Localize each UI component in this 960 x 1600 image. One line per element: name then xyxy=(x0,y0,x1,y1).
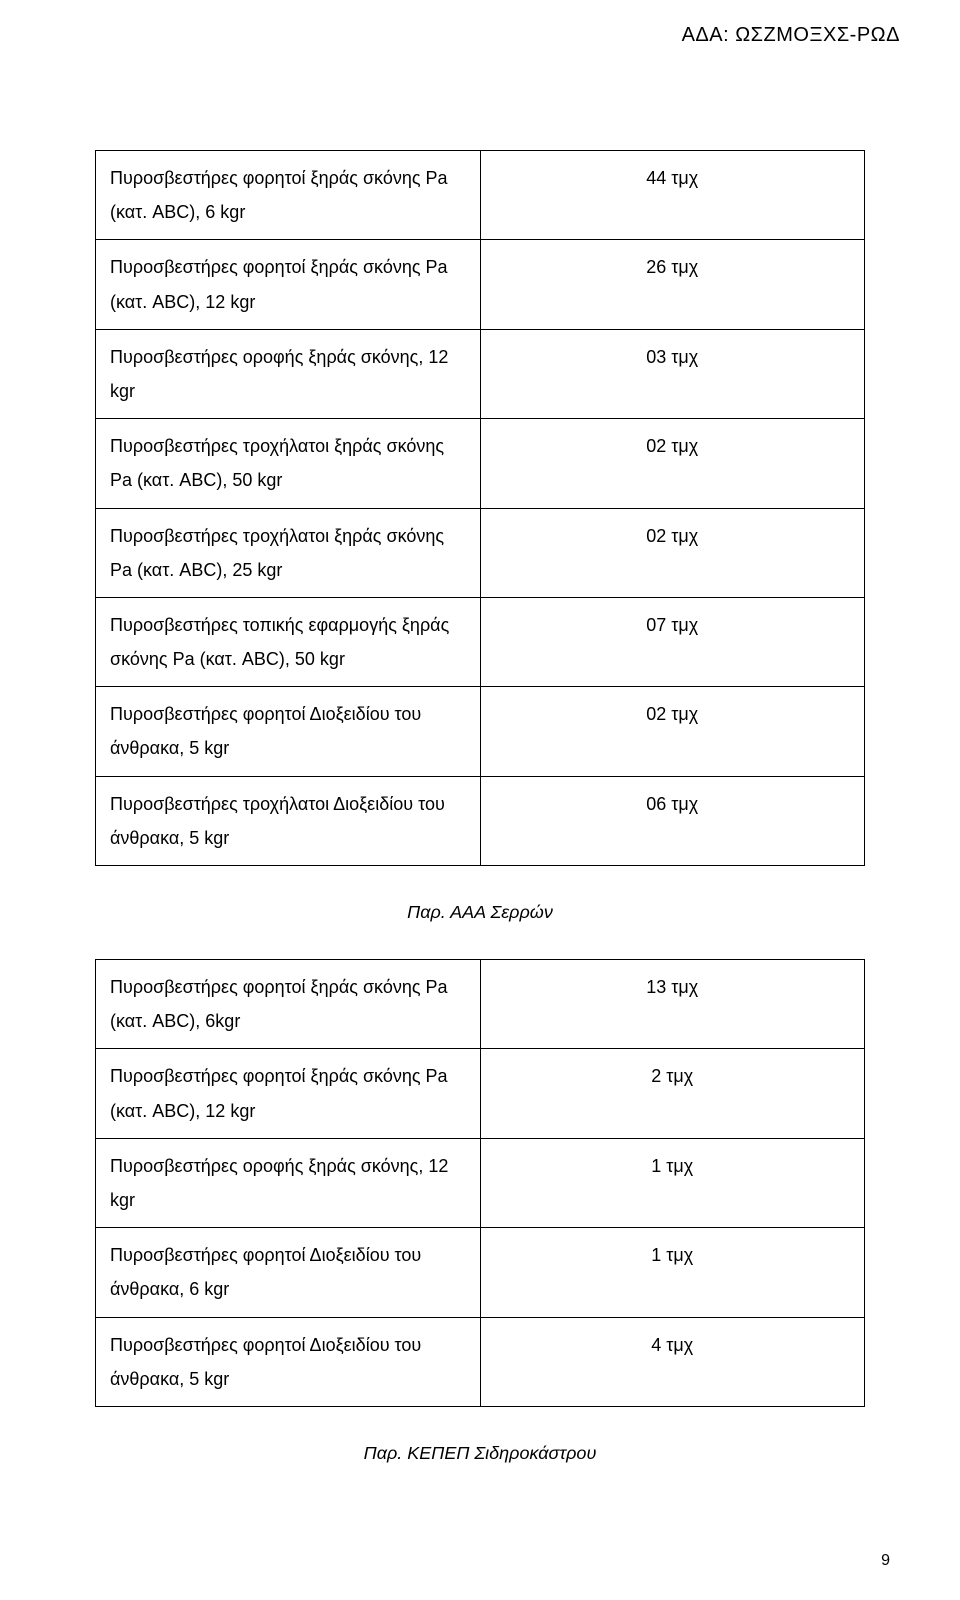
item-quantity: 13 τμχ xyxy=(480,960,865,1049)
item-quantity: 06 τμχ xyxy=(480,776,865,865)
item-quantity: 02 τμχ xyxy=(480,687,865,776)
item-label: Πυροσβεστήρες φορητοί ξηράς σκόνης Pa (κ… xyxy=(96,1049,481,1138)
table-row: Πυροσβεστήρες φορητοί Διοξειδίου του άνθ… xyxy=(96,1317,865,1406)
extinguishers-table-1: Πυροσβεστήρες φορητοί ξηράς σκόνης Pa (κ… xyxy=(95,150,865,866)
table-row: Πυροσβεστήρες φορητοί ξηράς σκόνης Pa (κ… xyxy=(96,240,865,329)
document-code: ΑΔΑ: ΩΣΖΜΟΞΧΣ-ΡΩΔ xyxy=(682,24,900,47)
item-quantity: 03 τμχ xyxy=(480,329,865,418)
item-label: Πυροσβεστήρες τοπικής εφαρμογής ξηράς σκ… xyxy=(96,597,481,686)
item-label: Πυροσβεστήρες φορητοί ξηράς σκόνης Pa (κ… xyxy=(96,151,481,240)
item-label: Πυροσβεστήρες φορητοί Διοξειδίου του άνθ… xyxy=(96,687,481,776)
table-row: Πυροσβεστήρες τροχήλατοι Διοξειδίου του … xyxy=(96,776,865,865)
item-quantity: 07 τμχ xyxy=(480,597,865,686)
item-quantity: 1 τμχ xyxy=(480,1228,865,1317)
item-quantity: 26 τμχ xyxy=(480,240,865,329)
item-quantity: 02 τμχ xyxy=(480,508,865,597)
item-quantity: 44 τμχ xyxy=(480,151,865,240)
table-row: Πυροσβεστήρες τοπικής εφαρμογής ξηράς σκ… xyxy=(96,597,865,686)
table-row: Πυροσβεστήρες τροχήλατοι ξηράς σκόνης Pa… xyxy=(96,508,865,597)
table-row: Πυροσβεστήρες τροχήλατοι ξηράς σκόνης Pa… xyxy=(96,419,865,508)
item-quantity: 1 τμχ xyxy=(480,1138,865,1227)
table-row: Πυροσβεστήρες φορητοί ξηράς σκόνης Pa (κ… xyxy=(96,960,865,1049)
table-row: Πυροσβεστήρες φορητοί ξηράς σκόνης Pa (κ… xyxy=(96,1049,865,1138)
item-quantity: 4 τμχ xyxy=(480,1317,865,1406)
page-number: 9 xyxy=(881,1552,890,1570)
item-label: Πυροσβεστήρες οροφής ξηράς σκόνης, 12 kg… xyxy=(96,1138,481,1227)
table-row: Πυροσβεστήρες φορητοί ξηράς σκόνης Pa (κ… xyxy=(96,151,865,240)
table-row: Πυροσβεστήρες φορητοί Διοξειδίου του άνθ… xyxy=(96,687,865,776)
table-row: Πυροσβεστήρες οροφής ξηράς σκόνης, 12 kg… xyxy=(96,329,865,418)
item-quantity: 02 τμχ xyxy=(480,419,865,508)
page-content: Πυροσβεστήρες φορητοί ξηράς σκόνης Pa (κ… xyxy=(95,150,865,1500)
item-quantity: 2 τμχ xyxy=(480,1049,865,1138)
item-label: Πυροσβεστήρες φορητοί ξηράς σκόνης Pa (κ… xyxy=(96,960,481,1049)
section-heading-1: Παρ. ΑΑΑ Σερρών xyxy=(95,902,865,923)
extinguishers-table-2: Πυροσβεστήρες φορητοί ξηράς σκόνης Pa (κ… xyxy=(95,959,865,1407)
item-label: Πυροσβεστήρες τροχήλατοι ξηράς σκόνης Pa… xyxy=(96,508,481,597)
section-heading-2: Παρ. ΚΕΠΕΠ Σιδηροκάστρου xyxy=(95,1443,865,1464)
item-label: Πυροσβεστήρες φορητοί ξηράς σκόνης Pa (κ… xyxy=(96,240,481,329)
item-label: Πυροσβεστήρες φορητοί Διοξειδίου του άνθ… xyxy=(96,1317,481,1406)
item-label: Πυροσβεστήρες οροφής ξηράς σκόνης, 12 kg… xyxy=(96,329,481,418)
item-label: Πυροσβεστήρες φορητοί Διοξειδίου του άνθ… xyxy=(96,1228,481,1317)
item-label: Πυροσβεστήρες τροχήλατοι Διοξειδίου του … xyxy=(96,776,481,865)
table-row: Πυροσβεστήρες οροφής ξηράς σκόνης, 12 kg… xyxy=(96,1138,865,1227)
item-label: Πυροσβεστήρες τροχήλατοι ξηράς σκόνης Pa… xyxy=(96,419,481,508)
table-row: Πυροσβεστήρες φορητοί Διοξειδίου του άνθ… xyxy=(96,1228,865,1317)
